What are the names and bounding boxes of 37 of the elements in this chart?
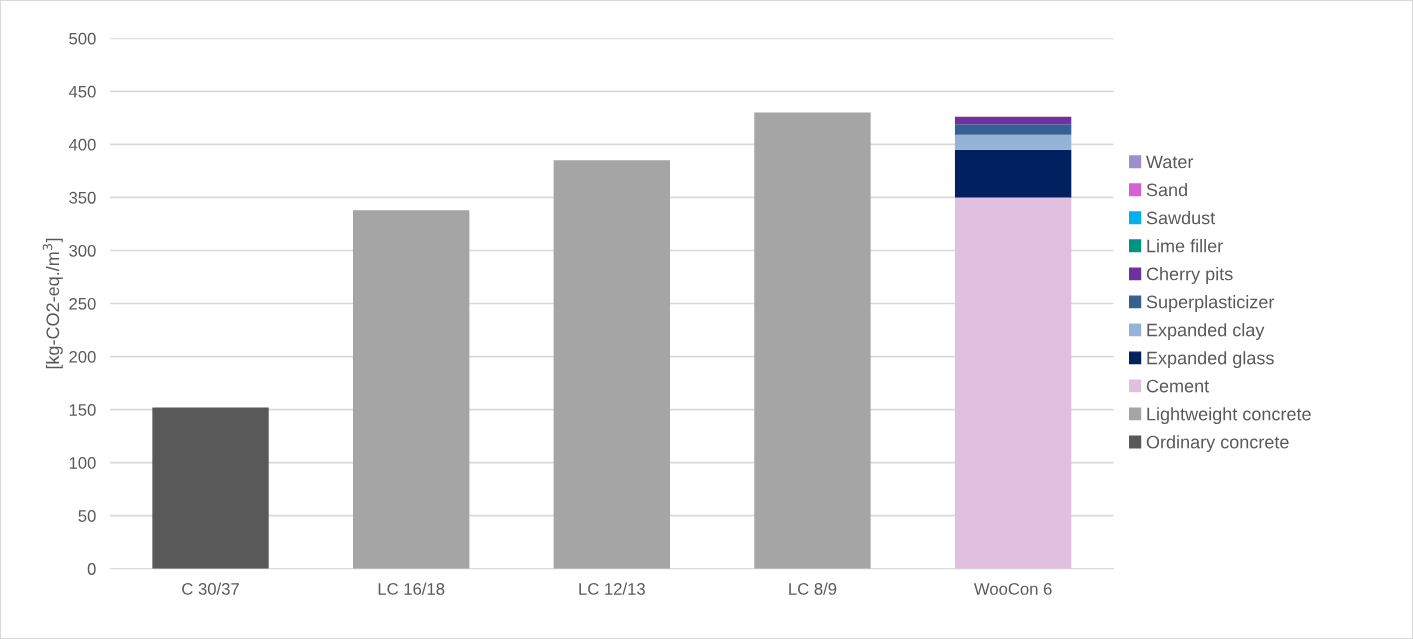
y-tick-label: 150: [69, 404, 96, 416]
legend-label: Cherry pits: [1146, 267, 1233, 284]
legend-label: Superplasticizer: [1146, 295, 1275, 312]
x-tick-label: C 30/37: [182, 582, 239, 595]
y-tick-label: 50: [78, 510, 96, 522]
bar: [954, 149, 1072, 198]
legend-label: Water: [1146, 155, 1194, 169]
y-tick-label: 300: [69, 244, 96, 257]
y-tick-label: 250: [69, 297, 96, 310]
y-tick-label: 400: [68, 138, 96, 151]
bar: [553, 160, 671, 569]
bar: [954, 116, 1072, 125]
x-tick-label: LC 16/18: [378, 582, 445, 595]
bar: [754, 112, 871, 569]
legend-label: Cement: [1146, 379, 1210, 393]
legend-label: Expanded clay: [1147, 323, 1265, 340]
y-tick-label: 100: [69, 457, 96, 469]
bar: [152, 407, 269, 569]
legend-label: Ordinary concrete: [1146, 435, 1289, 453]
y-tick-label: 0: [87, 563, 96, 575]
bar: [954, 124, 1072, 135]
y-tick-label: 350: [69, 191, 96, 204]
legend-label: Lime filler: [1147, 239, 1223, 253]
x-tick-label: LC 8/9: [789, 582, 837, 595]
legend-label: Sand: [1146, 183, 1187, 197]
legend-label: Lightweight concrete: [1147, 407, 1311, 425]
y-axis-title: [kg-CO2-eq./m$^{3}$]: [42, 238, 63, 369]
y-tick-label: 200: [69, 350, 96, 363]
bar: [954, 134, 1072, 150]
x-tick-label: WooCon 6: [973, 583, 1052, 595]
x-tick-label: LC 12/13: [579, 582, 645, 595]
bar: [353, 210, 470, 569]
y-tick-label: 450: [68, 85, 96, 98]
bar: [954, 197, 1072, 569]
legend-label: Expanded glass: [1147, 351, 1274, 368]
legend-label: Sawdust: [1146, 211, 1216, 225]
y-tick-label: 500: [69, 32, 96, 45]
